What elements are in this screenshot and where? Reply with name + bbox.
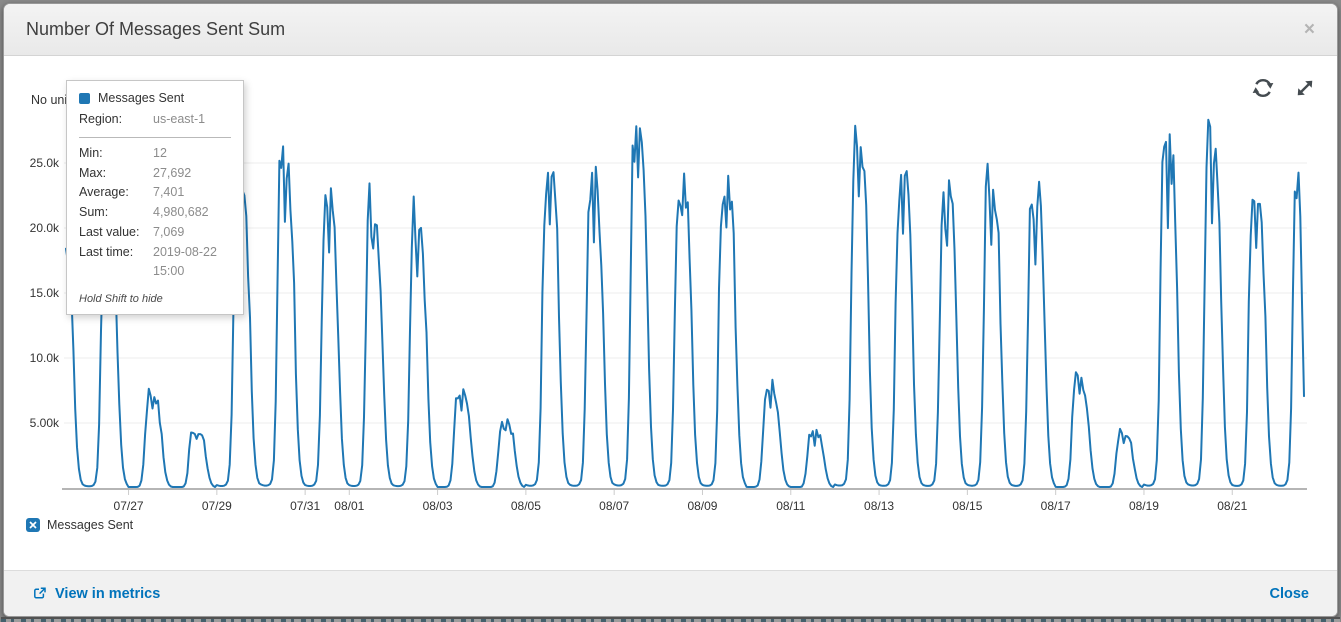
- svg-text:5.00k: 5.00k: [30, 416, 60, 430]
- series-toggle-icon: [26, 518, 40, 532]
- svg-text:15.0k: 15.0k: [30, 286, 60, 300]
- tooltip-hint: Hold Shift to hide: [79, 293, 163, 305]
- close-icon[interactable]: ×: [1303, 19, 1315, 40]
- tooltip-region-row: Region: us-east-1: [79, 112, 206, 126]
- y-axis-unit-label: No unit: [31, 93, 71, 107]
- tooltip-stat-average: Average: 7,401: [79, 185, 185, 200]
- svg-text:25.0k: 25.0k: [30, 156, 60, 170]
- tooltip-stat-sum: Sum: 4,980,682: [79, 205, 209, 219]
- tooltip-stat-last-time: Last time: 2019-08-22 15:00: [79, 244, 217, 279]
- tooltip-stat-min: Min: 12: [79, 145, 167, 160]
- chart-plot[interactable]: 5.00k 10.0k 15.0k 20.0k 25.0k 07/27 07/29 07/31…: [4, 56, 1338, 570]
- chart-area: 5.00k 10.0k 15.0k 20.0k 25.0k 07/27 07/29 07/31…: [4, 56, 1337, 570]
- tooltip-stat-max: Max: 27,692: [79, 165, 192, 180]
- svg-text:08/17: 08/17: [1041, 499, 1071, 513]
- svg-text:20.0k: 20.0k: [30, 221, 60, 235]
- svg-text:08/01: 08/01: [334, 499, 364, 513]
- svg-text:10.0k: 10.0k: [30, 351, 60, 365]
- refresh-icon: [1252, 79, 1274, 97]
- underlying-page-content: [1, 619, 1340, 622]
- tooltip-series-row: Messages Sent: [79, 91, 231, 105]
- series-color-swatch: [79, 92, 90, 104]
- dialog-title: Number Of Messages Sent Sum: [26, 19, 286, 39]
- svg-text:08/21: 08/21: [1217, 499, 1247, 513]
- svg-text:07/29: 07/29: [202, 499, 232, 513]
- view-in-metrics-link[interactable]: View in metrics: [32, 586, 160, 602]
- svg-text:08/07: 08/07: [599, 499, 629, 513]
- svg-text:08/13: 08/13: [864, 499, 894, 513]
- dialog-header: Number Of Messages Sent Sum ×: [4, 4, 1337, 56]
- legend-label: Messages Sent: [47, 518, 134, 532]
- svg-text:08/09: 08/09: [687, 499, 717, 513]
- dialog-footer: View in metrics Close: [4, 570, 1337, 616]
- series-tooltip: Messages Sent Region: us-east-1 Min: 12 …: [66, 80, 244, 315]
- refresh-button[interactable]: [1252, 77, 1274, 99]
- tooltip-series-name: Messages Sent: [98, 91, 185, 105]
- close-link[interactable]: Close: [1269, 585, 1310, 602]
- svg-text:08/03: 08/03: [423, 499, 453, 513]
- svg-text:08/11: 08/11: [776, 499, 805, 513]
- svg-text:07/27: 07/27: [114, 499, 144, 513]
- modal-bottom-edge: [1, 617, 1340, 619]
- chart-actions: [1252, 77, 1316, 99]
- svg-text:08/05: 08/05: [511, 499, 541, 513]
- expand-button[interactable]: [1294, 77, 1316, 99]
- svg-text:08/15: 08/15: [952, 499, 982, 513]
- metric-dialog: Number Of Messages Sent Sum × 5.00k 10.0k…: [3, 3, 1338, 617]
- expand-icon: [1297, 80, 1313, 96]
- legend-item-messages-sent[interactable]: Messages Sent: [26, 518, 133, 532]
- svg-text:08/19: 08/19: [1129, 499, 1159, 513]
- svg-text:07/31: 07/31: [290, 499, 320, 513]
- tooltip-stat-last-value: Last value: 7,069: [79, 224, 185, 239]
- tooltip-divider: [79, 136, 231, 138]
- external-link-icon: [34, 587, 46, 599]
